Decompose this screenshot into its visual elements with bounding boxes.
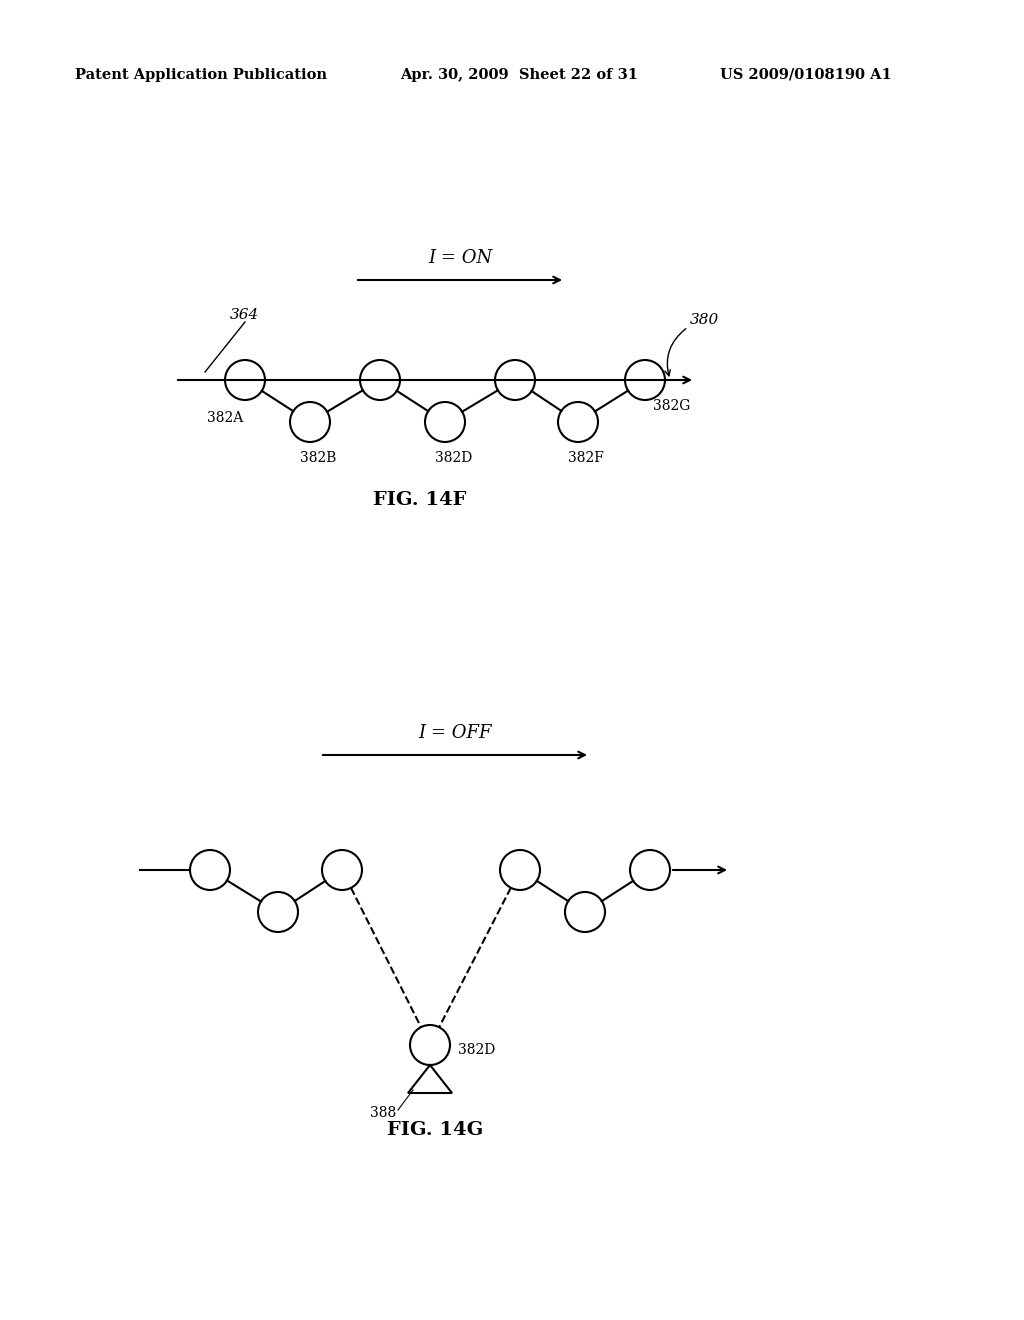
Text: I = ON: I = ON xyxy=(428,249,493,267)
Text: 388: 388 xyxy=(370,1106,396,1119)
Text: FIG. 14G: FIG. 14G xyxy=(387,1121,483,1139)
Text: FIG. 14F: FIG. 14F xyxy=(374,491,467,510)
Text: 382B: 382B xyxy=(300,451,336,465)
Text: US 2009/0108190 A1: US 2009/0108190 A1 xyxy=(720,69,892,82)
Text: 380: 380 xyxy=(690,313,719,327)
Text: 364: 364 xyxy=(230,308,259,322)
Text: 382A: 382A xyxy=(207,411,244,425)
Text: 382F: 382F xyxy=(568,451,604,465)
Text: I = OFF: I = OFF xyxy=(418,723,492,742)
Text: 382G: 382G xyxy=(653,399,690,413)
Text: 382D: 382D xyxy=(458,1043,496,1057)
Text: 382D: 382D xyxy=(435,451,472,465)
Text: Apr. 30, 2009  Sheet 22 of 31: Apr. 30, 2009 Sheet 22 of 31 xyxy=(400,69,638,82)
Text: Patent Application Publication: Patent Application Publication xyxy=(75,69,327,82)
